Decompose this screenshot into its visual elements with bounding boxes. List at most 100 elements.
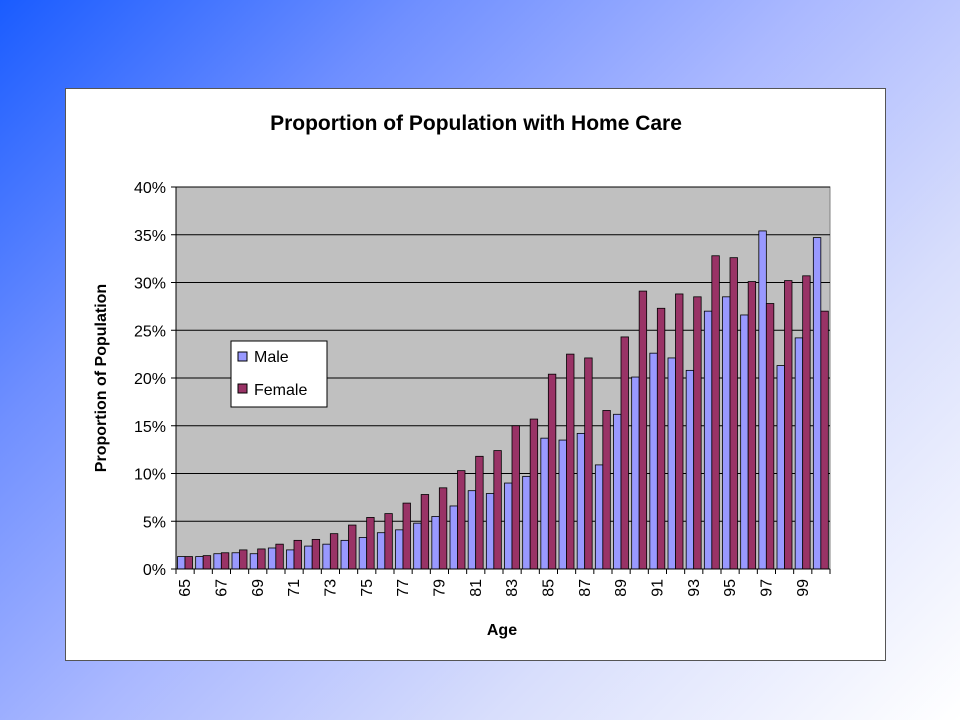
bar-female-81 — [475, 455, 484, 570]
x-tick-label: 93 — [686, 579, 703, 597]
bar-male-90 — [631, 376, 640, 570]
bar-female-89 — [620, 336, 629, 570]
bar-female-79 — [438, 487, 448, 570]
bar-female-69 — [257, 548, 266, 570]
bar-female-66 — [202, 555, 212, 570]
bar-female-92 — [675, 293, 684, 570]
x-tick-label: 67 — [213, 579, 230, 597]
y-tick-label: 40% — [134, 180, 166, 197]
x-tick-label: 71 — [286, 579, 303, 597]
bar-male-96 — [740, 314, 749, 570]
bar-male-79 — [431, 516, 440, 570]
x-tick-label: 95 — [722, 579, 739, 597]
legend-label-male: Male — [254, 349, 289, 366]
bar-male-67 — [213, 553, 222, 570]
bar-male-99 — [794, 337, 804, 570]
bar-male-84 — [522, 475, 531, 570]
legend-swatch-female — [237, 383, 248, 394]
x-tick-label: 79 — [431, 579, 448, 597]
bar-female-93 — [693, 296, 702, 570]
bar-female-97 — [765, 303, 775, 570]
bar-male-71 — [286, 549, 295, 570]
bars — [177, 230, 829, 570]
bar-female-100 — [820, 310, 829, 570]
y-tick-label: 5% — [143, 514, 166, 531]
x-axis-label: Age — [487, 622, 517, 639]
y-tick-label: 10% — [134, 467, 166, 484]
bar-female-70 — [275, 543, 284, 570]
y-ticks: 0% 5% 10% 15% 20% 25% 30% 35% 40% — [134, 180, 176, 579]
y-tick-label: 25% — [134, 323, 166, 340]
legend: Male Female — [230, 340, 328, 408]
legend-swatch-male — [237, 351, 248, 362]
bar-female-82 — [493, 450, 502, 570]
x-tick-label: 97 — [758, 579, 775, 597]
x-tick-label: 81 — [468, 579, 485, 597]
bar-male-86 — [558, 439, 567, 570]
gridlines — [176, 186, 830, 522]
bar-male-66 — [195, 556, 204, 570]
bar-male-80 — [449, 505, 458, 570]
bar-male-65 — [177, 556, 186, 570]
bar-female-67 — [220, 552, 230, 570]
x-tick-label: 73 — [322, 579, 339, 597]
bar-male-92 — [667, 357, 676, 570]
x-tick-label: 91 — [649, 579, 666, 597]
legend-label-female: Female — [254, 382, 307, 399]
bar-female-99 — [802, 275, 811, 570]
bar-female-85 — [547, 373, 557, 570]
bar-female-80 — [457, 470, 466, 570]
x-tick-label: 77 — [395, 579, 412, 597]
bar-female-83 — [511, 425, 520, 570]
bar-male-73 — [322, 543, 331, 570]
x-tick-label: 87 — [577, 579, 594, 597]
bar-male-69 — [249, 553, 259, 570]
y-axis-label: Proportion of Population — [93, 284, 110, 472]
bar-male-89 — [613, 413, 622, 570]
bar-female-73 — [329, 533, 339, 570]
bar-male-75 — [358, 537, 368, 570]
bar-male-68 — [231, 552, 240, 570]
bar-female-76 — [384, 513, 393, 570]
bar-female-65 — [184, 556, 193, 570]
bar-female-75 — [366, 517, 375, 570]
chart-frame: Proportion of Population with Home Care … — [65, 88, 886, 661]
bar-female-86 — [566, 353, 575, 570]
bar-female-77 — [402, 502, 411, 570]
x-tick-label: 69 — [250, 579, 267, 597]
bar-male-85 — [540, 437, 549, 570]
bar-male-91 — [649, 352, 658, 570]
y-tick-label: 30% — [134, 276, 166, 293]
y-tick-label: 15% — [134, 419, 166, 436]
bar-male-70 — [267, 547, 277, 570]
bar-female-88 — [602, 410, 611, 570]
bar-female-98 — [784, 280, 793, 570]
y-tick-label: 0% — [143, 562, 166, 579]
bar-female-84 — [529, 418, 539, 570]
bar-male-98 — [776, 365, 785, 570]
bar-male-94 — [703, 310, 713, 570]
chart-title: Proportion of Population with Home Care — [270, 112, 682, 135]
bar-male-87 — [576, 432, 586, 570]
bar-female-68 — [239, 549, 248, 570]
bar-female-94 — [711, 255, 720, 570]
bar-male-82 — [485, 493, 495, 570]
bar-male-76 — [376, 532, 386, 570]
chart-svg: Proportion of Population with Home Care … — [93, 112, 831, 639]
bar-female-78 — [420, 494, 430, 570]
bar-female-87 — [584, 357, 593, 570]
bar-male-93 — [685, 369, 695, 570]
x-tick-label: 75 — [359, 579, 376, 597]
bar-female-71 — [293, 539, 302, 570]
x-tick-label: 99 — [795, 579, 812, 597]
bar-male-72 — [304, 545, 313, 570]
bar-male-95 — [722, 296, 731, 570]
bar-female-91 — [656, 307, 666, 570]
x-tick-label: 83 — [504, 579, 521, 597]
bar-male-81 — [467, 490, 477, 570]
x-tick-label: 65 — [177, 579, 194, 597]
bar-male-83 — [504, 482, 513, 570]
bar-male-88 — [594, 464, 604, 570]
bar-male-100 — [812, 237, 822, 570]
bar-female-72 — [311, 538, 321, 570]
